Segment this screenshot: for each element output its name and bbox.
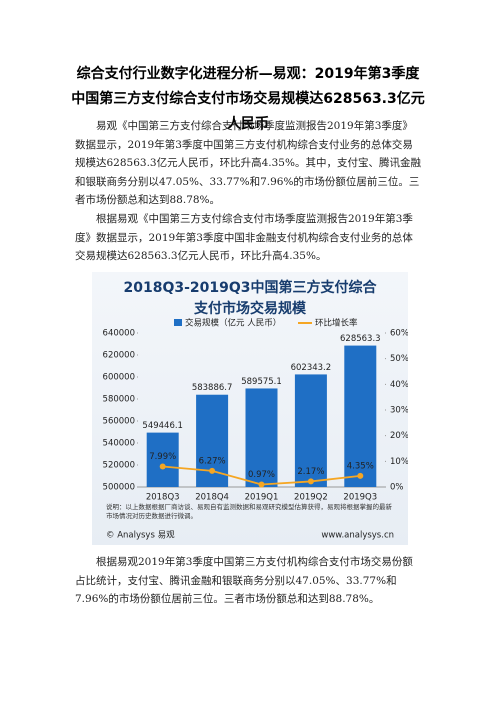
x-tick-label: 2019Q2 <box>294 493 328 503</box>
chart-svg: 500000 520000 540000 560000 580000 600000 6200… <box>103 318 408 541</box>
point <box>258 481 265 488</box>
x-tick-label: 2018Q4 <box>195 493 229 503</box>
legend-label: 环比增长率 <box>315 318 358 329</box>
y-tick-label: 600000 <box>103 373 135 383</box>
value-label: 4.35% <box>347 461 374 471</box>
value-label: 549446.1 <box>142 421 183 431</box>
bar <box>294 374 327 487</box>
value-label: 589575.1 <box>241 377 282 387</box>
value-label: 2.17% <box>297 467 324 477</box>
chart-note: 说明：以上数据根据厂商访谈、易观自有监测数据和易观研究模型估算获得，易观将根据掌… <box>106 503 392 520</box>
value-label: 7.99% <box>149 452 176 462</box>
website: www.analysys.cn <box>321 531 394 541</box>
y-tick-label: 620000 <box>103 351 135 361</box>
bar <box>245 388 278 487</box>
x-tick-label: 2018Q3 <box>146 493 180 503</box>
bar <box>146 432 179 487</box>
y-tick-label: 500000 <box>103 483 135 493</box>
y-tick-label: 540000 <box>103 439 135 449</box>
y2-tick-label: 10% <box>390 457 408 467</box>
y2-tick-label: 40% <box>390 380 408 390</box>
value-label: 0.97% <box>248 470 275 480</box>
y-tick-label: 640000 <box>103 329 135 339</box>
paragraph: 根据易观2019年第3季度中国第三方支付机构综合支付市场交易份额占比统计，支付宝… <box>75 556 413 605</box>
point <box>357 472 364 479</box>
y-tick-label: 520000 <box>103 461 135 471</box>
value-label: 602343.2 <box>291 363 332 373</box>
legend-swatch <box>174 319 182 326</box>
y2-tick-label: 60% <box>390 329 408 339</box>
title: 综合支付行业数字化进程分析—易观：2019年第3季度中国第三方支付综合支付市场交… <box>71 66 425 132</box>
x-tick-label: 2019Q3 <box>343 493 377 503</box>
point <box>209 467 216 474</box>
value-label: 583886.7 <box>192 383 233 393</box>
point <box>307 478 314 485</box>
value-label: 6.27% <box>199 456 226 466</box>
y2-tick-label: 50% <box>390 354 408 364</box>
y-tick-label: 560000 <box>103 417 135 427</box>
y-tick-label: 580000 <box>103 395 135 405</box>
paragraph: 易观《中国第三方支付综合支付市场季度监测报告2019年第3季度》数据显示，201… <box>75 120 421 206</box>
y2-tick-label: 20% <box>390 431 408 441</box>
y2-tick-label: 0% <box>390 483 404 493</box>
chart-title: 2018Q3-2019Q3中国第三方支付综合支付市场交易规模 <box>123 280 377 317</box>
x-tick-label: 2019Q1 <box>245 493 279 503</box>
chart: 500000 520000 540000 560000 580000 600000 6200… <box>92 272 408 545</box>
source: © Analysys 易观 <box>106 531 175 541</box>
bar <box>344 345 377 487</box>
y2-tick-label: 30% <box>390 406 408 416</box>
point <box>159 463 166 470</box>
value-label: 628563.3 <box>340 334 381 344</box>
legend-label: 交易规模（亿元 人民币） <box>185 318 281 329</box>
paragraph: 根据易观《中国第三方支付综合支付市场季度监测报告2019年第3季度》数据显示，2… <box>75 213 413 262</box>
